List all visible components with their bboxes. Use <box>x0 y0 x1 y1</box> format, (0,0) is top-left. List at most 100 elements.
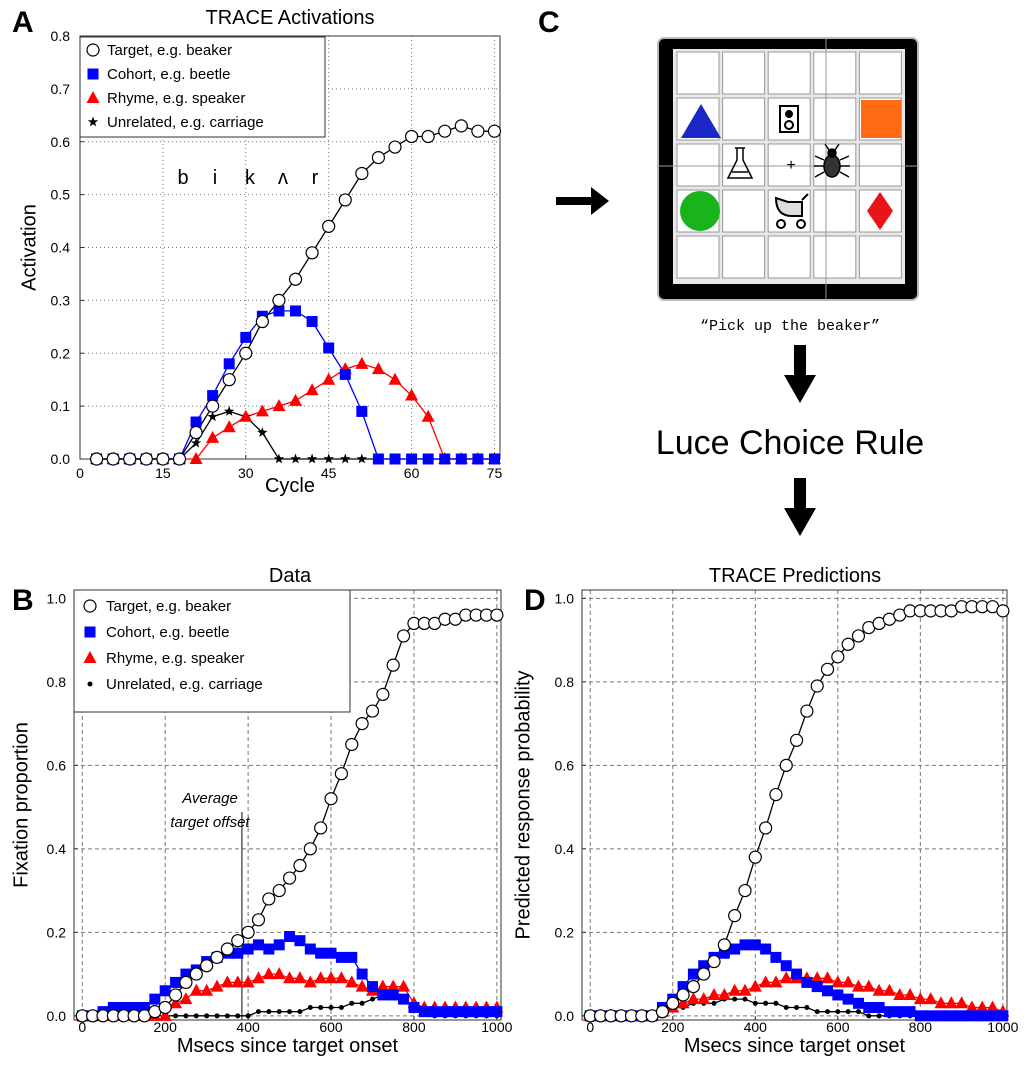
triangle-icon <box>681 104 721 138</box>
x-tick-label: 800 <box>402 1019 426 1035</box>
marker <box>866 1013 872 1019</box>
marker <box>789 733 804 747</box>
legend-marker <box>83 651 97 663</box>
marker <box>811 981 823 993</box>
marker <box>334 971 348 984</box>
x-tick-label: 400 <box>744 1019 768 1035</box>
marker <box>387 989 399 1001</box>
marker <box>418 1006 430 1018</box>
marker <box>882 983 896 996</box>
x-tick-label: 30 <box>238 465 254 481</box>
marker <box>206 430 220 443</box>
x-axis-label: Msecs since target onset <box>684 1035 906 1057</box>
marker <box>707 954 721 969</box>
display-grid: + <box>657 37 919 301</box>
marker <box>128 1001 140 1013</box>
legend-label: Cohort, e.g. beetle <box>107 66 230 83</box>
marker <box>210 979 224 992</box>
marker <box>262 892 276 906</box>
x-axis-label: Cycle <box>265 475 315 497</box>
marker <box>242 943 254 955</box>
instruction: “Pick up the beaker” <box>700 318 880 335</box>
marker <box>388 140 402 154</box>
marker <box>825 1009 831 1015</box>
legend-marker <box>87 116 99 127</box>
marker <box>89 452 104 466</box>
legend-marker <box>87 68 99 80</box>
marker <box>422 453 434 465</box>
marker <box>231 934 245 948</box>
marker <box>345 975 359 988</box>
marker <box>738 883 752 898</box>
marker <box>293 858 307 873</box>
marker <box>372 453 384 465</box>
marker <box>748 979 762 992</box>
marker <box>760 943 772 955</box>
marker <box>851 629 866 643</box>
legend-marker <box>87 681 93 687</box>
marker <box>158 1008 172 1021</box>
marker <box>728 983 742 996</box>
marker <box>159 985 171 997</box>
marker <box>359 1000 365 1006</box>
marker <box>835 1009 841 1015</box>
marker <box>222 373 236 387</box>
x-tick-label: 400 <box>236 1019 260 1035</box>
marker <box>325 947 337 959</box>
y-tick-label: 0.8 <box>51 28 71 44</box>
marker <box>169 996 183 1009</box>
marker <box>255 314 269 329</box>
marker <box>987 1010 999 1022</box>
marker <box>314 821 328 835</box>
y-tick-label: 0.0 <box>555 1008 575 1024</box>
marker <box>294 935 306 947</box>
x-tick-label: 75 <box>487 465 503 481</box>
marker <box>304 943 316 955</box>
marker <box>752 1000 758 1006</box>
y-tick-label: 0.2 <box>47 924 67 940</box>
marker <box>355 166 369 181</box>
marker <box>925 1010 937 1022</box>
marker <box>801 976 813 988</box>
marker <box>307 1004 313 1010</box>
y-tick-label: 0.0 <box>51 451 71 467</box>
marker <box>356 453 368 464</box>
y-tick-label: 0.6 <box>51 134 71 150</box>
marker <box>290 305 302 317</box>
marker <box>180 968 192 980</box>
y-tick-label: 0.2 <box>555 924 575 940</box>
marker <box>231 975 245 988</box>
panel-letter: A <box>12 6 34 39</box>
marker <box>293 971 307 984</box>
marker <box>439 1006 451 1018</box>
marker <box>118 1001 130 1013</box>
marker <box>759 975 773 988</box>
marker <box>729 943 741 955</box>
marker <box>189 452 203 464</box>
cell <box>722 189 766 233</box>
marker <box>338 1004 344 1010</box>
marker <box>386 658 400 672</box>
marker <box>235 1013 241 1019</box>
marker <box>711 1000 717 1006</box>
marker <box>773 1000 779 1006</box>
marker <box>251 913 266 927</box>
marker <box>841 637 855 651</box>
y-tick-label: 0.8 <box>47 674 67 690</box>
rule-label: Luce Choice Rule <box>656 424 924 462</box>
marker <box>290 453 301 464</box>
marker <box>876 1013 882 1019</box>
marker <box>820 662 835 676</box>
marker <box>371 362 385 375</box>
legend-label: Rhyme, e.g. speaker <box>107 90 245 107</box>
marker <box>287 1009 293 1015</box>
cell <box>676 51 720 95</box>
marker <box>306 316 318 328</box>
marker <box>376 979 390 992</box>
marker <box>686 980 701 994</box>
annotation-text: target offset <box>170 814 250 831</box>
cell <box>722 235 766 279</box>
x-axis-label: Msecs since target onset <box>177 1035 399 1057</box>
marker <box>303 975 317 988</box>
marker <box>454 119 468 133</box>
